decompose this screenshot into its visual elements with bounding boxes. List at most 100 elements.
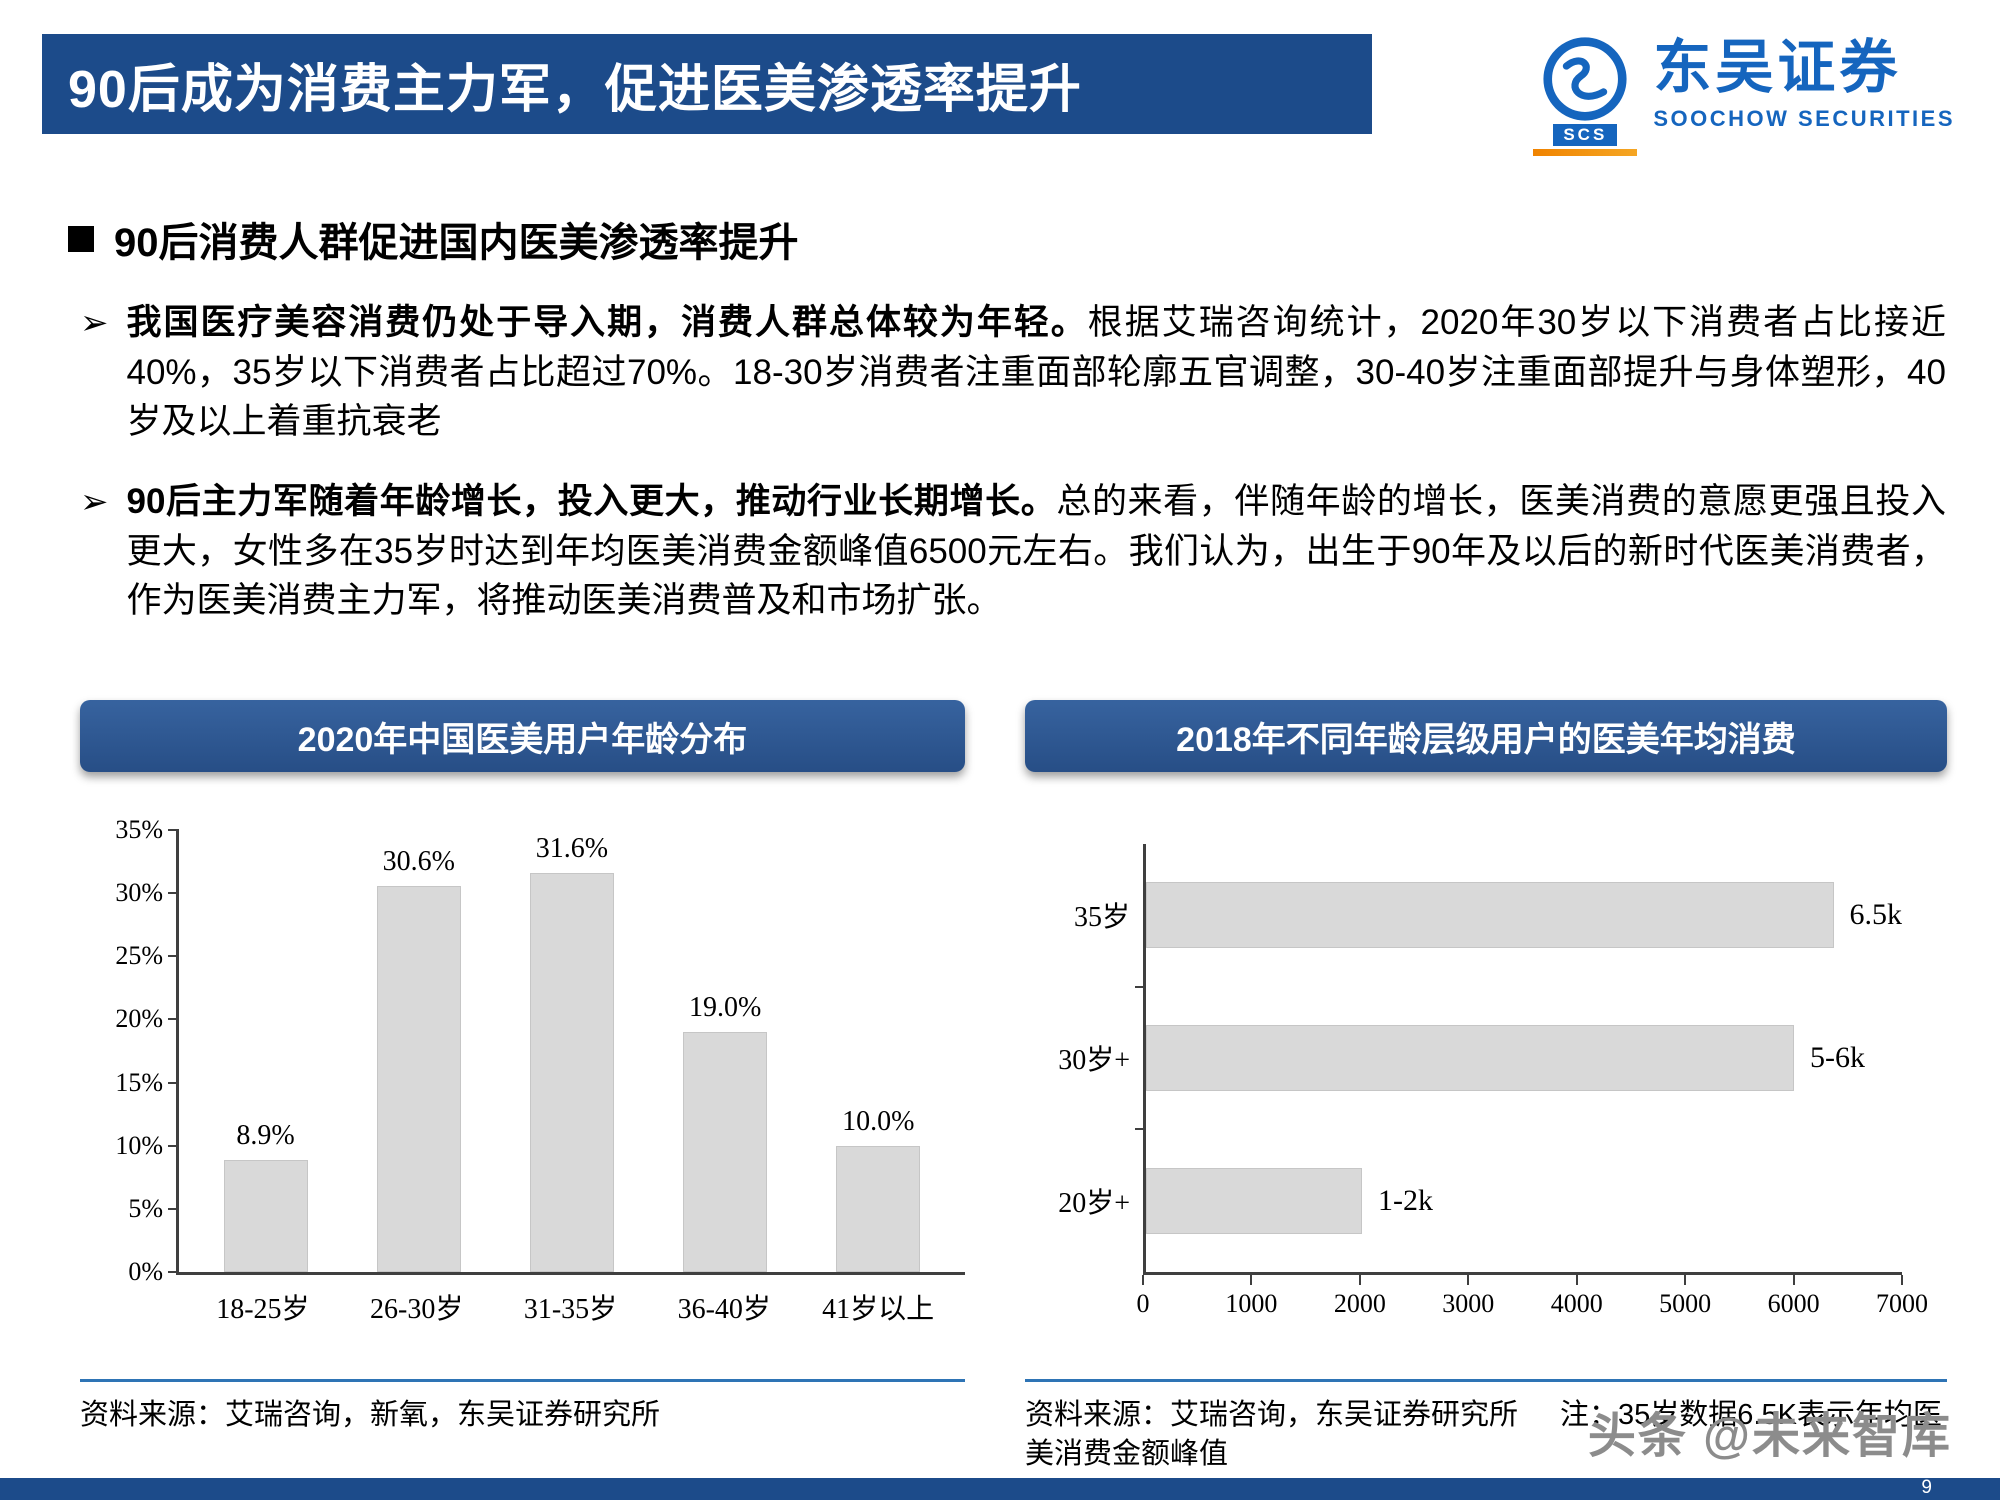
- chart-title: 2020年中国医美用户年龄分布: [80, 700, 965, 772]
- y-axis-tick: [168, 1207, 179, 1210]
- bar-group: 31.6%: [497, 830, 647, 1272]
- y-axis-tick: [168, 1144, 179, 1147]
- bar: [529, 872, 614, 1272]
- scs-badge: SCS: [1553, 124, 1618, 146]
- bullet-text: 90后主力军随着年龄增长，投入更大，推动行业长期增长。总的来看，伴随年龄的增长，…: [127, 477, 1947, 626]
- bullet-regular-text: 根据艾瑞咨询统计，2020年30岁以下消费者占比接近40%，35岁以下消费者占比…: [126, 303, 1947, 442]
- y-axis-label: 35%: [115, 815, 163, 844]
- bar-group: 8.9%: [191, 830, 341, 1272]
- bar-value-label: 19.0%: [688, 992, 762, 1024]
- content: 90后消费人群促进国内医美渗透率提升 ➢ 我国医疗美容消费仍处于导入期，消费人群…: [68, 210, 1946, 626]
- y-axis-label: 30%: [115, 878, 163, 908]
- y-axis-label: 30岁+: [1058, 1045, 1130, 1076]
- bullet-bold-text: 90后主力军随着年龄增长，投入更大，推动行业长期增长。: [126, 482, 1057, 522]
- x-axis-label: 26-30岁: [370, 1294, 464, 1325]
- bar: [223, 1159, 308, 1272]
- brand-name-en: SOOCHOW SECURITIES: [1653, 105, 1955, 131]
- plot-area: 0% 5% 10% 15% 20% 25% 30% 35% 8.9% 30.6% 31.6% 19.0…: [115, 815, 965, 1286]
- source-note: 资料来源：艾瑞咨询，新氧，东吴证券研究所: [80, 1379, 965, 1435]
- y-axis-label: 5%: [128, 1193, 163, 1223]
- section-heading-row: 90后消费人群促进国内医美渗透率提升: [68, 210, 1946, 268]
- logo-orange-bar: [1533, 149, 1638, 156]
- plot-area: 6.5k 35岁 5-6k 30岁+ 1-2k 20岁+: [1058, 844, 1902, 1275]
- x-axis-tick: [1792, 1275, 1795, 1285]
- title-bar: 90后成为消费主力军，促进医美渗透率提升: [42, 34, 1372, 134]
- chart-panel-average-spend: 2018年不同年龄层级用户的医美年均消费 6.5k 35岁 5-6k 30岁+ 1-2k…: [1025, 700, 1947, 1474]
- brand-name-cn: 东吴证券: [1653, 35, 1902, 100]
- x-axis-label: 41岁以上: [822, 1294, 935, 1325]
- bottom-bar: [0, 1478, 2000, 1500]
- x-axis-tick: [1358, 1275, 1361, 1285]
- y-axis-label: 25%: [115, 941, 163, 971]
- bar-group: 30.6%: [344, 830, 494, 1272]
- logo-mark: SCS: [1533, 36, 1638, 156]
- bullet-item: ➢ 我国医疗美容消费仍处于导入期，消费人群总体较为年轻。根据艾瑞咨询统计，202…: [68, 298, 1946, 447]
- bar-value-label: 6.5k: [1849, 898, 1903, 932]
- chart-title: 2018年不同年龄层级用户的医美年均消费: [1025, 700, 1947, 772]
- logo-text: 东吴证券 SOOCHOW SECURITIES: [1653, 36, 1955, 132]
- section-heading: 90后消费人群促进国内医美渗透率提升: [114, 221, 799, 265]
- x-axis-label: 31-35岁: [523, 1294, 618, 1325]
- bar: [1146, 1167, 1362, 1234]
- chart-panel-age-distribution: 2020年中国医美用户年龄分布 0% 5% 10% 15% 20% 25% 30% 35% 8.…: [80, 700, 965, 1435]
- bar: [376, 885, 461, 1272]
- bar-value-label: 30.6%: [382, 845, 455, 877]
- y-axis-label: 10%: [115, 1130, 163, 1160]
- bar: [1146, 1025, 1794, 1091]
- bar-value-label: 8.9%: [236, 1119, 295, 1151]
- source-text: 资料来源：艾瑞咨询，新氧，东吴证券研究所: [80, 1399, 661, 1431]
- x-axis-tick: [1901, 1275, 1903, 1285]
- x-axis-label: 5000: [1659, 1289, 1712, 1318]
- y-axis-label: 15%: [115, 1067, 163, 1097]
- source-note: 资料来源：艾瑞咨询，东吴证券研究所 注：35岁数据6.5K表示年均医美消费金额峰值: [1025, 1379, 1947, 1474]
- arrow-bullet-icon: ➢: [80, 483, 109, 522]
- y-axis-label: 20岁+: [1058, 1187, 1130, 1219]
- bar-value-label: 5-6k: [1810, 1041, 1865, 1074]
- x-axis-labels: 18-25岁 26-30岁 31-35岁 36-40岁 41岁以上: [176, 1287, 965, 1327]
- bullet-text: 我国医疗美容消费仍处于导入期，消费人群总体较为年轻。根据艾瑞咨询统计，2020年…: [127, 298, 1947, 447]
- bar-row: 6.5k: [1146, 844, 1902, 987]
- page-title: 90后成为消费主力军，促进医美渗透率提升: [68, 60, 1082, 119]
- square-bullet-icon: [68, 226, 94, 252]
- y-axis-tick: [168, 829, 179, 831]
- y-axis-tick: [1135, 1128, 1146, 1131]
- x-axis-label: 4000: [1550, 1289, 1603, 1318]
- x-axis-label: 6000: [1767, 1289, 1820, 1318]
- x-axis-labels: 0 1000 2000 3000 4000 5000 6000 7000: [1137, 1275, 1928, 1327]
- bullet-item: ➢ 90后主力军随着年龄增长，投入更大，推动行业长期增长。总的来看，伴随年龄的增…: [68, 477, 1946, 626]
- bullet-regular-text: 总的来看，伴随年龄的增长，医美消费的意愿更强且投入更大，女性多在35岁时达到年均…: [126, 482, 1947, 621]
- footnote-text: 注：35岁数据6.5K表示年均医美消费金额峰值: [1025, 1399, 1942, 1471]
- y-axis-tick: [168, 892, 179, 895]
- y-axis-label: 0%: [128, 1257, 163, 1286]
- bar-chart-average-spend: 6.5k 35岁 5-6k 30岁+ 1-2k 20岁+ 0 1000 2000 3000 4000…: [1025, 844, 1947, 1327]
- y-axis-label: 20%: [115, 1004, 163, 1034]
- y-axis-tick: [168, 1081, 179, 1084]
- bar-value-label: 1-2k: [1378, 1183, 1433, 1217]
- bar-row: 1-2k: [1146, 1129, 1902, 1272]
- x-axis-label: 2000: [1333, 1289, 1386, 1318]
- bar-value-label: 10.0%: [842, 1105, 915, 1137]
- bar-value-label: 31.6%: [535, 832, 609, 864]
- source-text: 资料来源：艾瑞咨询，东吴证券研究所: [1025, 1399, 1519, 1431]
- x-axis-label: 1000: [1225, 1289, 1278, 1318]
- bar-group: 19.0%: [650, 830, 800, 1272]
- x-axis-tick: [1575, 1275, 1578, 1285]
- bar: [1146, 882, 1834, 949]
- y-axis-tick: [1135, 985, 1146, 988]
- brand-logo: SCS 东吴证券 SOOCHOW SECURITIES: [1533, 36, 1955, 156]
- page-number: 9: [1921, 1477, 1932, 1498]
- x-axis-label: 3000: [1442, 1289, 1495, 1318]
- y-axis-tick: [168, 955, 179, 958]
- x-axis-label: 36-40岁: [677, 1294, 771, 1325]
- bullet-bold-text: 我国医疗美容消费仍处于导入期，消费人群总体较为年轻。: [126, 303, 1088, 342]
- x-axis-label: 7000: [1876, 1289, 1928, 1318]
- bar: [836, 1145, 921, 1272]
- bars: 8.9% 30.6% 31.6% 19.0% 10.0%: [179, 830, 965, 1272]
- y-axis-tick: [168, 1271, 179, 1273]
- x-axis-label: 18-25岁: [216, 1294, 310, 1325]
- x-axis-tick: [1467, 1275, 1470, 1285]
- x-axis-tick: [1684, 1275, 1687, 1285]
- x-axis-tick: [1250, 1275, 1253, 1285]
- y-axis-tick: [168, 1018, 179, 1021]
- bar: [683, 1032, 768, 1272]
